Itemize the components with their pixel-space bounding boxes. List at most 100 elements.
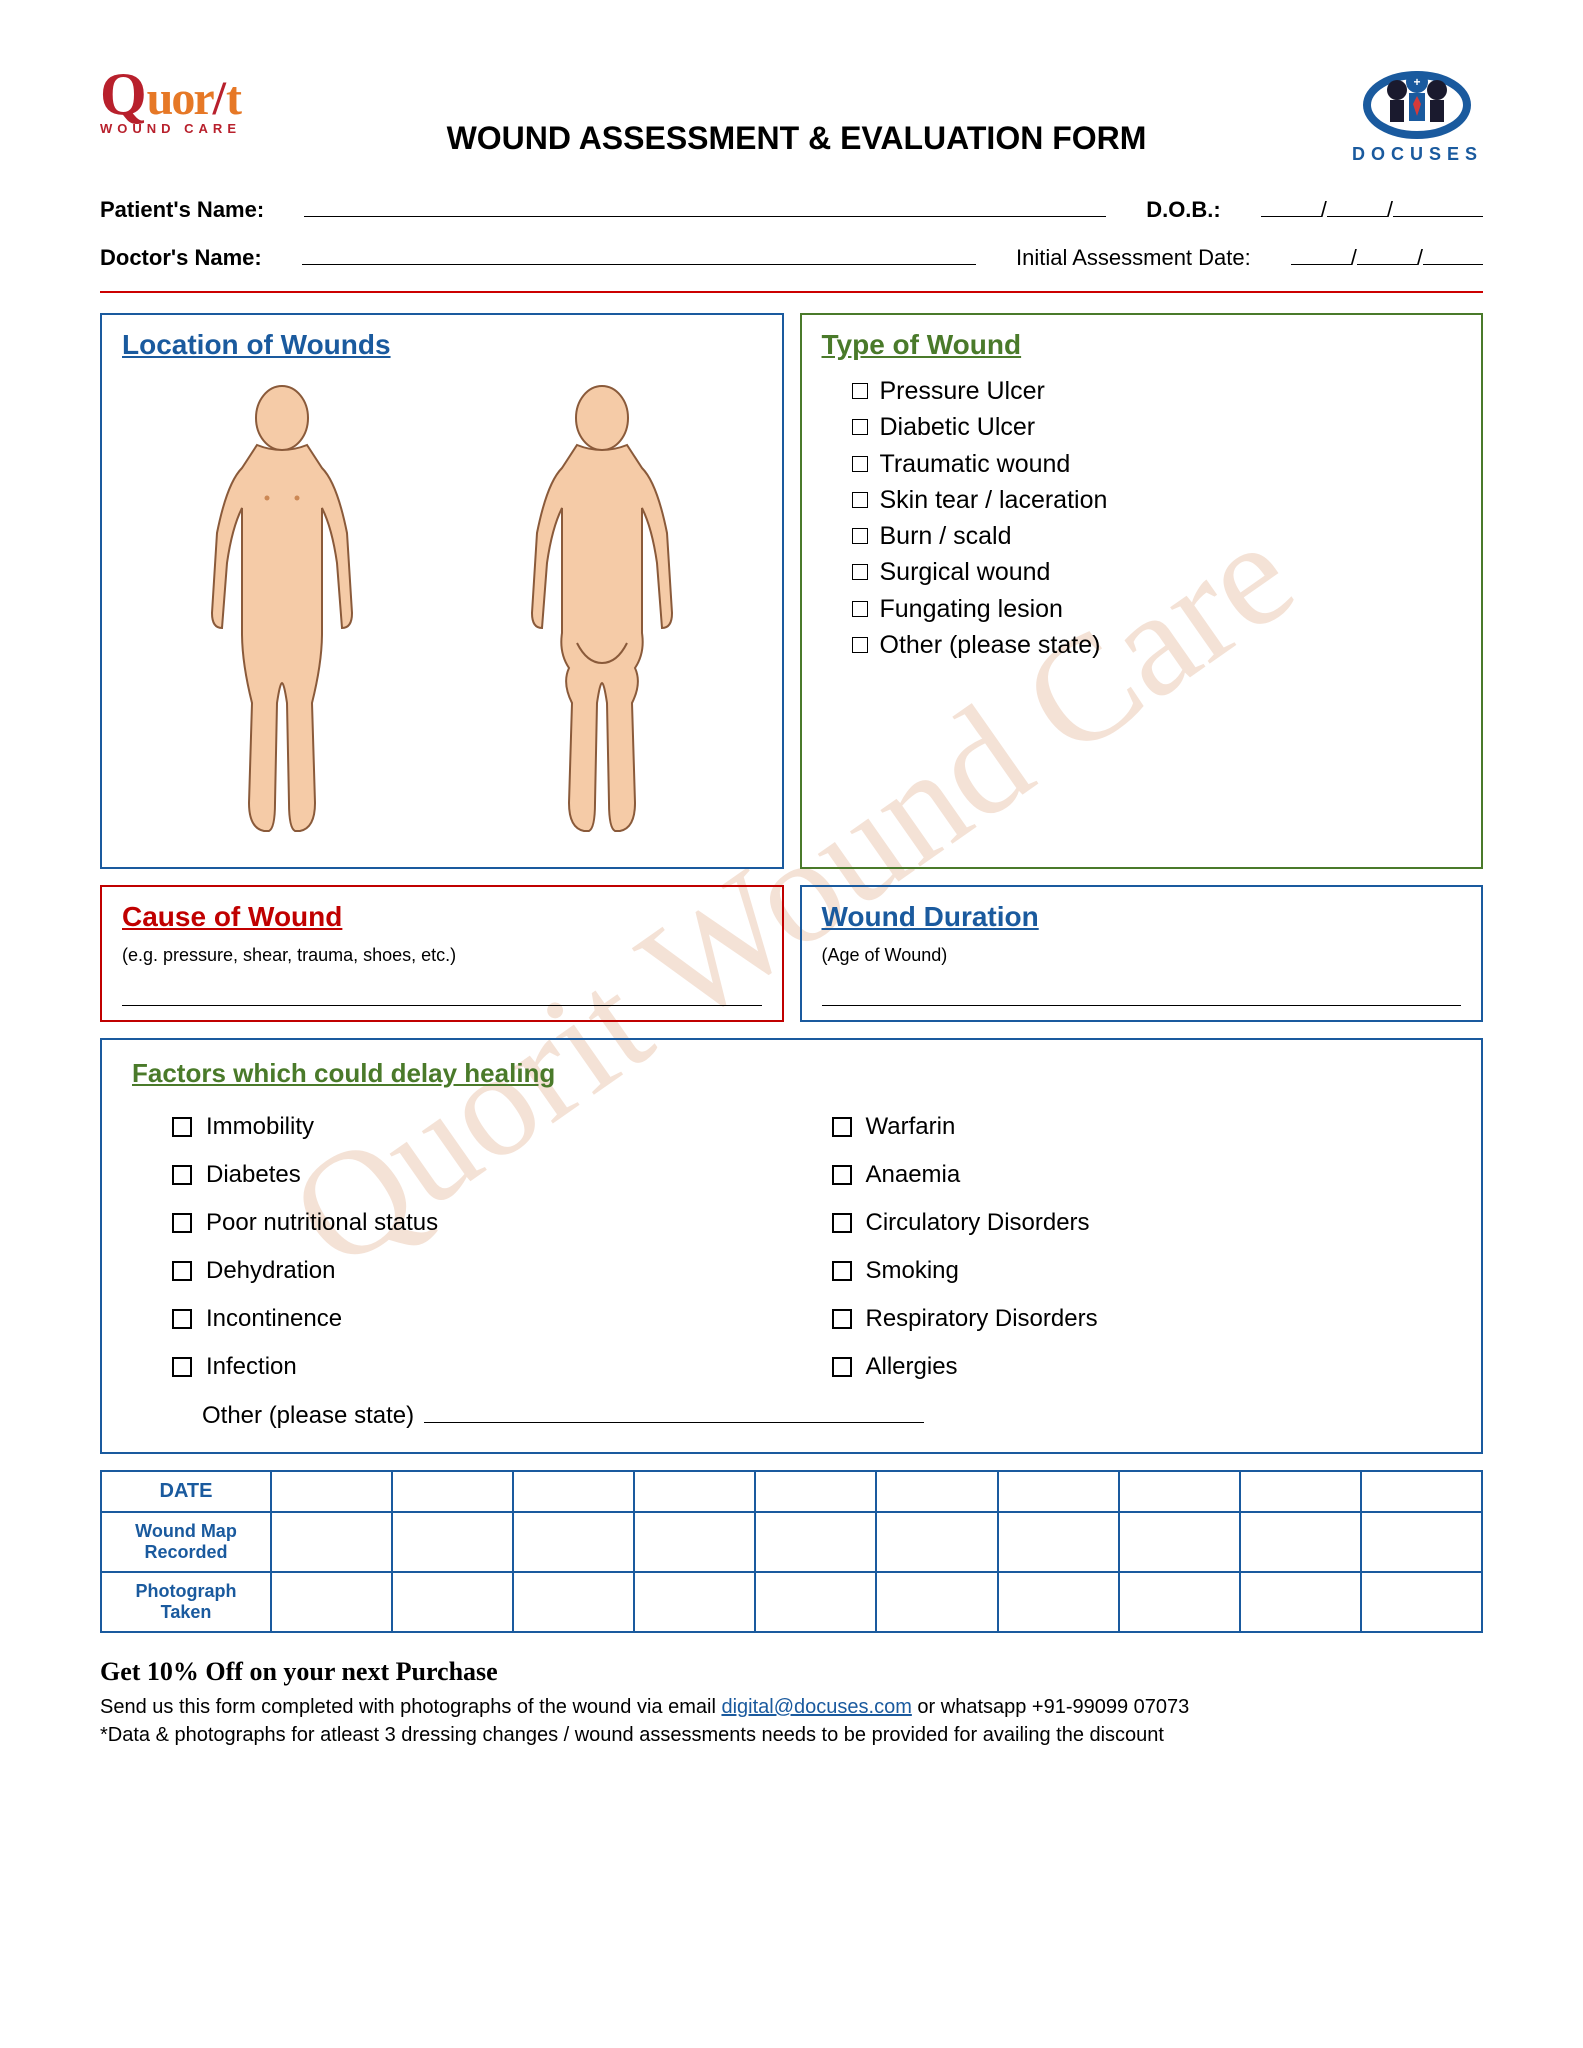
date-cell[interactable] [876,1471,997,1512]
date-cell[interactable] [1119,1512,1240,1572]
date-cell[interactable] [998,1512,1119,1572]
checkbox[interactable] [832,1357,852,1377]
checkbox[interactable] [852,456,868,472]
date-cell[interactable] [1361,1512,1482,1572]
checkbox[interactable] [832,1261,852,1281]
type-box: Type of Wound Pressure UlcerDiabetic Ulc… [800,313,1484,869]
type-list: Pressure UlcerDiabetic UlcerTraumatic wo… [822,373,1462,663]
date-cell[interactable] [1240,1512,1361,1572]
checkbox[interactable] [172,1309,192,1329]
type-title: Type of Wound [822,329,1462,361]
patient-name-input[interactable] [304,195,1106,217]
logo-slash: / [213,72,226,125]
date-cell[interactable] [513,1471,634,1512]
factor-label: Incontinence [206,1305,342,1333]
footer-text-1a: Send us this form completed with photogr… [100,1696,721,1718]
date-cell[interactable] [513,1512,634,1572]
checkbox[interactable] [172,1261,192,1281]
checkbox[interactable] [852,528,868,544]
date-cell[interactable] [998,1572,1119,1632]
factor-item: Immobility [172,1113,792,1141]
checkbox[interactable] [852,419,868,435]
type-item: Burn / scald [852,518,1462,554]
date-cell[interactable] [755,1512,876,1572]
logo-sub: WOUND CARE [100,121,241,136]
date-cell[interactable] [392,1572,513,1632]
checkbox[interactable] [832,1117,852,1137]
date-cell[interactable] [634,1572,755,1632]
checkbox[interactable] [832,1165,852,1185]
date-cell[interactable] [271,1572,392,1632]
duration-subtitle: (Age of Wound) [822,945,1462,966]
date-cell[interactable] [1119,1471,1240,1512]
footer-email-link[interactable]: digital@docuses.com [721,1696,911,1718]
date-cell[interactable] [513,1572,634,1632]
dob-y[interactable] [1393,195,1483,217]
dob-d[interactable] [1261,195,1321,217]
checkbox[interactable] [852,492,868,508]
factor-item: Incontinence [172,1305,792,1333]
date-cell[interactable] [755,1471,876,1512]
date-cell[interactable] [634,1512,755,1572]
form-title: WOUND ASSESSMENT & EVALUATION FORM [241,120,1352,157]
checkbox[interactable] [832,1213,852,1233]
docuses-icon: + [1362,60,1472,140]
checkbox[interactable] [832,1309,852,1329]
svg-text:+: + [1414,75,1421,89]
factor-label: Dehydration [206,1257,335,1285]
factor-item: Anaemia [832,1161,1452,1189]
type-item-label: Fungating lesion [880,591,1063,627]
logo-quorit: Quor/t WOUND CARE [100,60,241,136]
date-cell[interactable] [1240,1572,1361,1632]
assessment-label: Initial Assessment Date: [1016,245,1251,271]
date-header: DATE [101,1471,271,1512]
date-cell[interactable] [876,1572,997,1632]
checkbox[interactable] [172,1357,192,1377]
factor-label: Allergies [866,1353,958,1381]
date-cell[interactable] [392,1512,513,1572]
body-back-icon [507,383,697,843]
checkbox[interactable] [852,383,868,399]
footer-line2: *Data & photographs for atleast 3 dressi… [100,1721,1483,1749]
cause-subtitle: (e.g. pressure, shear, trauma, shoes, et… [122,945,762,966]
date-cell[interactable] [1361,1471,1482,1512]
factor-item: Diabetes [172,1161,792,1189]
date-cell[interactable] [1240,1471,1361,1512]
type-item-label: Surgical wound [880,554,1051,590]
date-cell[interactable] [1119,1572,1240,1632]
assess-m[interactable] [1357,243,1417,265]
date-cell[interactable] [755,1572,876,1632]
patient-label: Patient's Name: [100,197,264,223]
duration-box: Wound Duration (Age of Wound) [800,885,1484,1022]
checkbox[interactable] [852,601,868,617]
docuses-label: DOCUSES [1352,144,1483,165]
body-front-icon [187,383,377,843]
date-cell[interactable] [1361,1572,1482,1632]
checkbox[interactable] [172,1117,192,1137]
date-cell[interactable] [271,1471,392,1512]
date-table: DATE Wound Map Recorded Photograph Taken [100,1470,1483,1633]
date-cell[interactable] [271,1512,392,1572]
date-cell[interactable] [392,1471,513,1512]
doctor-name-input[interactable] [302,243,976,265]
date-cell[interactable] [876,1512,997,1572]
type-item-label: Other (please state) [880,627,1101,663]
date-cell[interactable] [998,1471,1119,1512]
assess-d[interactable] [1291,243,1351,265]
type-item: Fungating lesion [852,591,1462,627]
factors-other-input[interactable] [424,1401,924,1423]
checkbox[interactable] [172,1165,192,1185]
checkbox[interactable] [852,637,868,653]
patient-row: Patient's Name: D.O.B.: // [100,195,1483,223]
factor-label: Respiratory Disorders [866,1305,1098,1333]
date-cell[interactable] [634,1471,755,1512]
dob-m[interactable] [1327,195,1387,217]
duration-input[interactable] [822,980,1462,1006]
checkbox[interactable] [852,564,868,580]
factor-label: Immobility [206,1113,314,1141]
assess-y[interactable] [1423,243,1483,265]
factor-item: Circulatory Disorders [832,1209,1452,1237]
checkbox[interactable] [172,1213,192,1233]
cause-input[interactable] [122,980,762,1006]
factor-item: Dehydration [172,1257,792,1285]
